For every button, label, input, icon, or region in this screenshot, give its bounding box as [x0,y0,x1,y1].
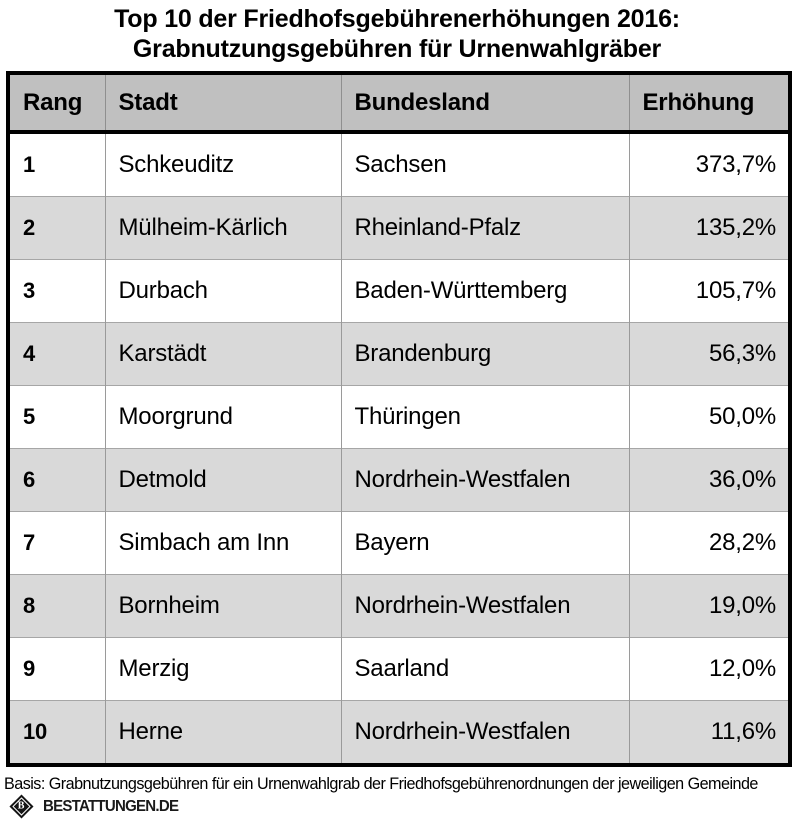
table-row: 3 Durbach Baden-Württemberg 105,7% [8,259,790,323]
state-cell: Brandenburg [340,322,629,386]
state-cell: Bayern [340,511,629,575]
city-cell: Durbach [104,259,341,323]
state-cell: Nordrhein-Westfalen [340,574,629,638]
table-row: 1 Schkeuditz Sachsen 373,7% [8,132,790,197]
column-header-bundesland: Bundesland [340,73,629,134]
increase-cell: 373,7% [628,132,790,197]
column-header-rang: Rang [8,73,105,134]
logo-inner-frame: B [12,797,31,816]
city-cell: Mülheim-Kärlich [104,196,341,260]
title-line-2: Grabnutzungsgebühren für Urnenwahlgräber [132,34,662,63]
state-cell: Saarland [340,637,629,701]
state-cell: Nordrhein-Westfalen [340,448,629,512]
city-cell: Karstädt [104,322,341,386]
rank-cell: 6 [8,448,105,512]
table-row: 9 Merzig Saarland 12,0% [8,637,790,701]
state-cell: Sachsen [340,132,629,197]
increase-cell: 56,3% [628,322,790,386]
rank-cell: 9 [8,637,105,701]
state-cell: Baden-Württemberg [340,259,629,323]
table-row: 2 Mülheim-Kärlich Rheinland-Pfalz 135,2% [8,196,790,260]
city-cell: Merzig [104,637,341,701]
fee-increase-table: Rang Stadt Bundesland Erhöhung 1 Schkeudi… [6,71,792,767]
rank-cell: 8 [8,574,105,638]
rank-cell: 10 [8,700,105,765]
table-row: 8 Bornheim Nordrhein-Westfalen 19,0% [8,574,790,638]
column-header-stadt: Stadt [104,73,341,134]
rank-cell: 5 [8,385,105,449]
state-cell: Rheinland-Pfalz [340,196,629,260]
rank-cell: 1 [8,132,105,197]
city-cell: Schkeuditz [104,132,341,197]
title-line-1: Top 10 der Friedhofsgebührenerhöhungen 2… [114,5,680,33]
rank-cell: 3 [8,259,105,323]
increase-cell: 36,0% [628,448,790,512]
page-title: Top 10 der Friedhofsgebührenerhöhungen 2… [0,0,794,64]
table-row: 6 Detmold Nordrhein-Westfalen 36,0% [8,448,790,512]
table-row: 5 Moorgrund Thüringen 50,0% [8,385,790,449]
increase-cell: 28,2% [628,511,790,575]
table-row: 10 Herne Nordrhein-Westfalen 11,6% [8,700,790,765]
rank-cell: 7 [8,511,105,575]
increase-cell: 135,2% [628,196,790,260]
rank-cell: 2 [8,196,105,260]
city-cell: Detmold [104,448,341,512]
city-cell: Moorgrund [104,385,341,449]
column-header-erhoehung: Erhöhung [628,73,790,134]
state-cell: Nordrhein-Westfalen [340,700,629,765]
logo-letter: B [18,800,25,812]
city-cell: Simbach am Inn [104,511,341,575]
increase-cell: 105,7% [628,259,790,323]
brand-name: BESTATTUNGEN.DE [43,797,179,815]
state-cell: Thüringen [340,385,629,449]
city-cell: Herne [104,700,341,765]
increase-cell: 12,0% [628,637,790,701]
table-row: 4 Karstädt Brandenburg 56,3% [8,322,790,386]
city-cell: Bornheim [104,574,341,638]
increase-cell: 50,0% [628,385,790,449]
table-header-row: Rang Stadt Bundesland Erhöhung [8,73,790,134]
bestattungen-logo-icon: B [9,794,34,819]
brand-row: B BESTATTUNGEN.DE [9,794,187,819]
source-basis-note: Basis: Grabnutzungsgebühren für ein Urne… [4,775,758,793]
increase-cell: 11,6% [628,700,790,765]
increase-cell: 19,0% [628,574,790,638]
table-body: 1 Schkeuditz Sachsen 373,7% 2 Mülheim-Kärlich… [8,132,790,765]
rank-cell: 4 [8,322,105,386]
table-row: 7 Simbach am Inn Bayern 28,2% [8,511,790,575]
